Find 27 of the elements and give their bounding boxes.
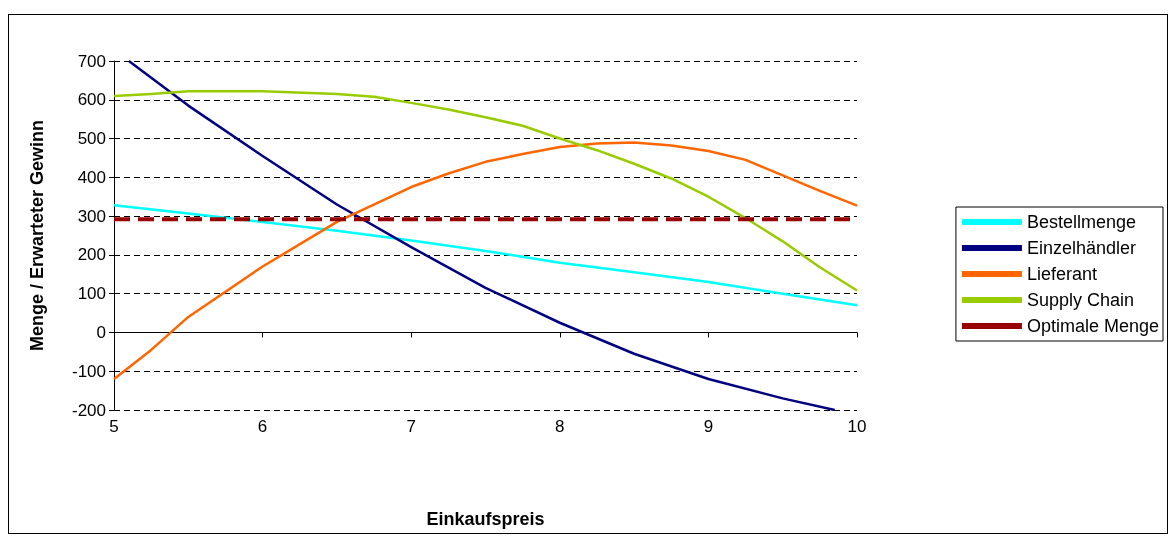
x-tick-label: 8 (555, 417, 565, 436)
x-tick-label: 6 (257, 417, 268, 436)
y-tick-label: 400 (77, 167, 106, 187)
y-tick-label: 0 (96, 322, 106, 342)
y-axis-title: Menge / Erwarteter Gewinn (27, 119, 47, 352)
y-tick-label: -100 (71, 361, 106, 381)
x-tick-label: 9 (703, 417, 714, 436)
x-axis-title: Einkaufspreis (426, 509, 545, 529)
legend-label: Supply Chain (1026, 290, 1135, 310)
y-tick-label: 300 (77, 206, 106, 226)
y-tick-label: 600 (77, 90, 106, 110)
line-series (112, 204, 859, 307)
legend-label: Einzelhändler (1026, 238, 1137, 258)
legend-label: Lieferant (1026, 264, 1097, 284)
y-tick-label: 500 (77, 129, 106, 149)
line-series (127, 59, 836, 412)
y-tick-label: 700 (77, 51, 106, 71)
y-tick-label: -200 (71, 400, 106, 420)
x-tick-label: 10 (847, 417, 867, 436)
y-tick-label: 100 (77, 284, 106, 304)
line-series (112, 90, 859, 292)
legend-label: Optimale Menge (1026, 316, 1160, 336)
legend-label: Bestellmenge (1026, 212, 1137, 232)
x-tick-label: 5 (109, 417, 119, 436)
line-series (112, 141, 859, 381)
y-tick-label: 200 (77, 245, 106, 265)
x-tick-label: 7 (406, 417, 416, 436)
